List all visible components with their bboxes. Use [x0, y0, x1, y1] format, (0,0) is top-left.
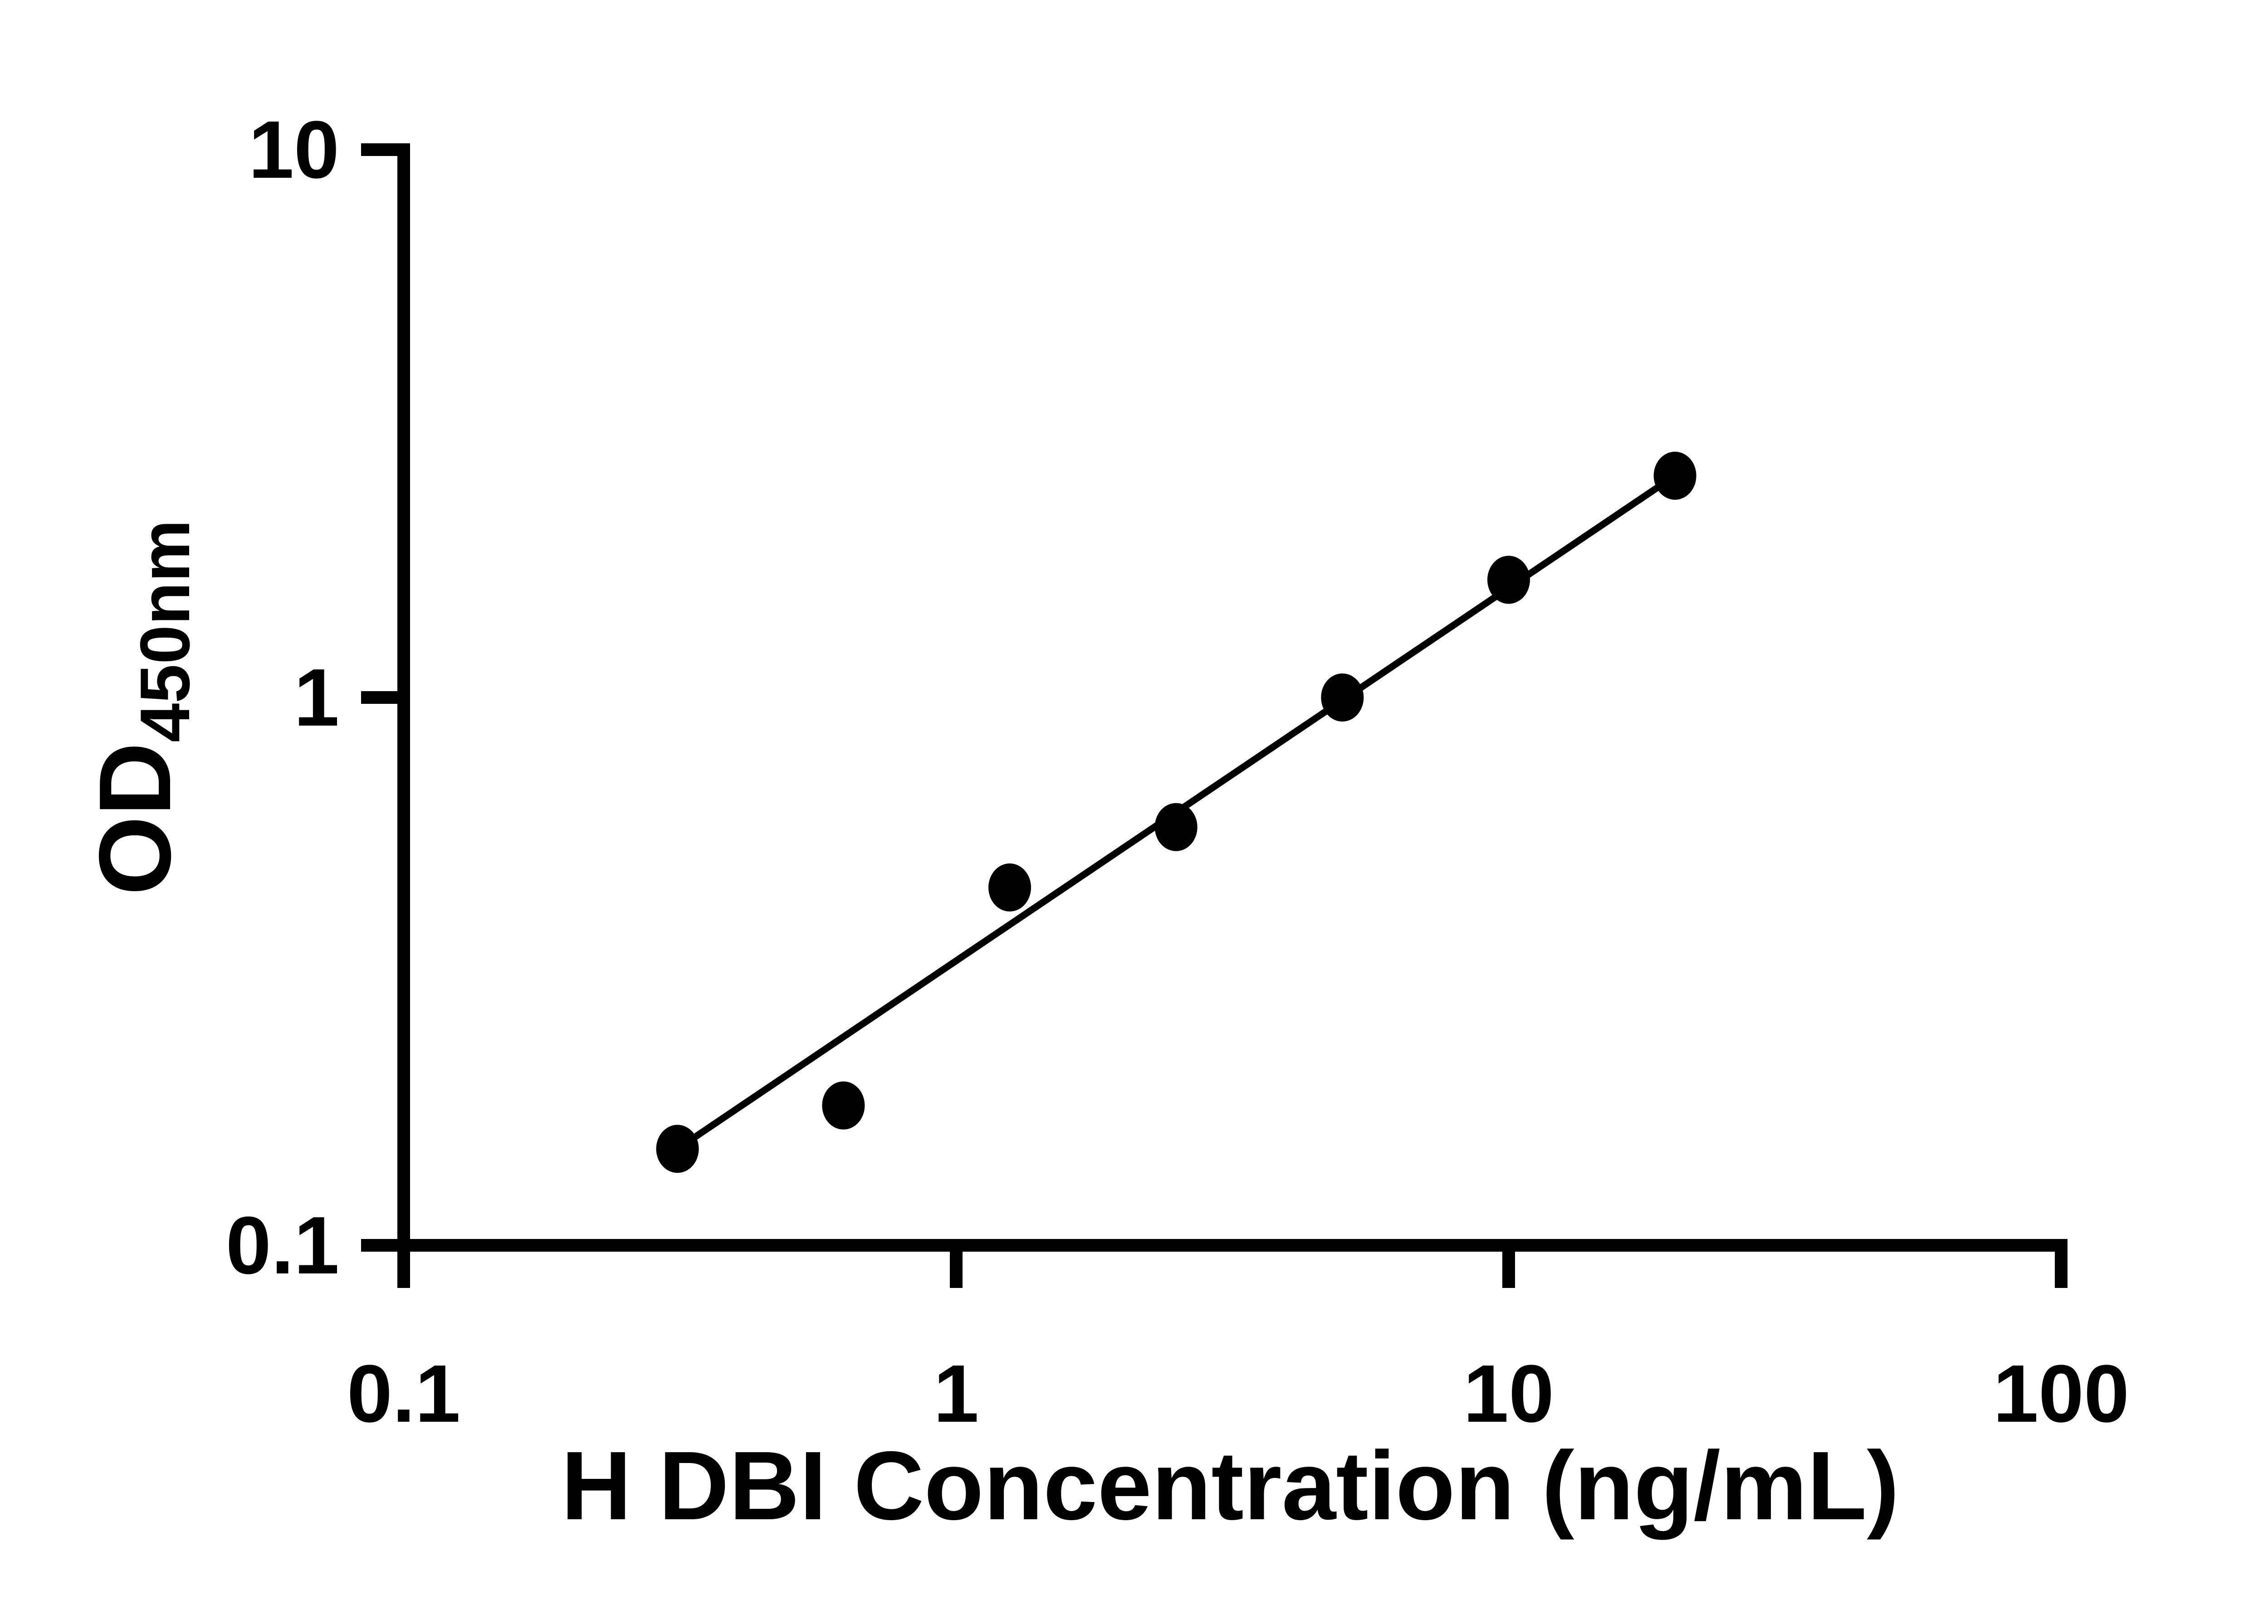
- data-point: [1321, 673, 1364, 722]
- y-axis-title-main: OD: [78, 742, 192, 896]
- axes-layer: [397, 143, 2068, 1252]
- x-tick-label: 1: [934, 1348, 979, 1439]
- data-point: [1653, 451, 1696, 500]
- y-tick-label: 10: [249, 104, 339, 195]
- tick-labels-layer: 0.1 1 10 100 0.1 1 10: [226, 104, 2129, 1439]
- data-point: [988, 863, 1031, 912]
- y-tick-label: 0.1: [226, 1200, 339, 1291]
- y-axis-title-subscript: 450nm: [126, 520, 204, 742]
- x-tick-label: 10: [1463, 1348, 1554, 1439]
- x-axis-title: H DBI Concentration (ng/mL): [561, 1431, 1899, 1540]
- x-tick-label: 0.1: [347, 1348, 460, 1439]
- y-axis-title: OD450nm: [78, 520, 204, 896]
- series-layer: [656, 451, 1696, 1173]
- data-point: [1487, 556, 1530, 604]
- ticks-layer: [361, 143, 2068, 1288]
- data-point: [656, 1125, 699, 1173]
- data-point: [822, 1081, 865, 1130]
- x-tick-label: 100: [1993, 1348, 2129, 1439]
- y-tick-label: 1: [294, 652, 339, 743]
- data-point: [1154, 803, 1198, 851]
